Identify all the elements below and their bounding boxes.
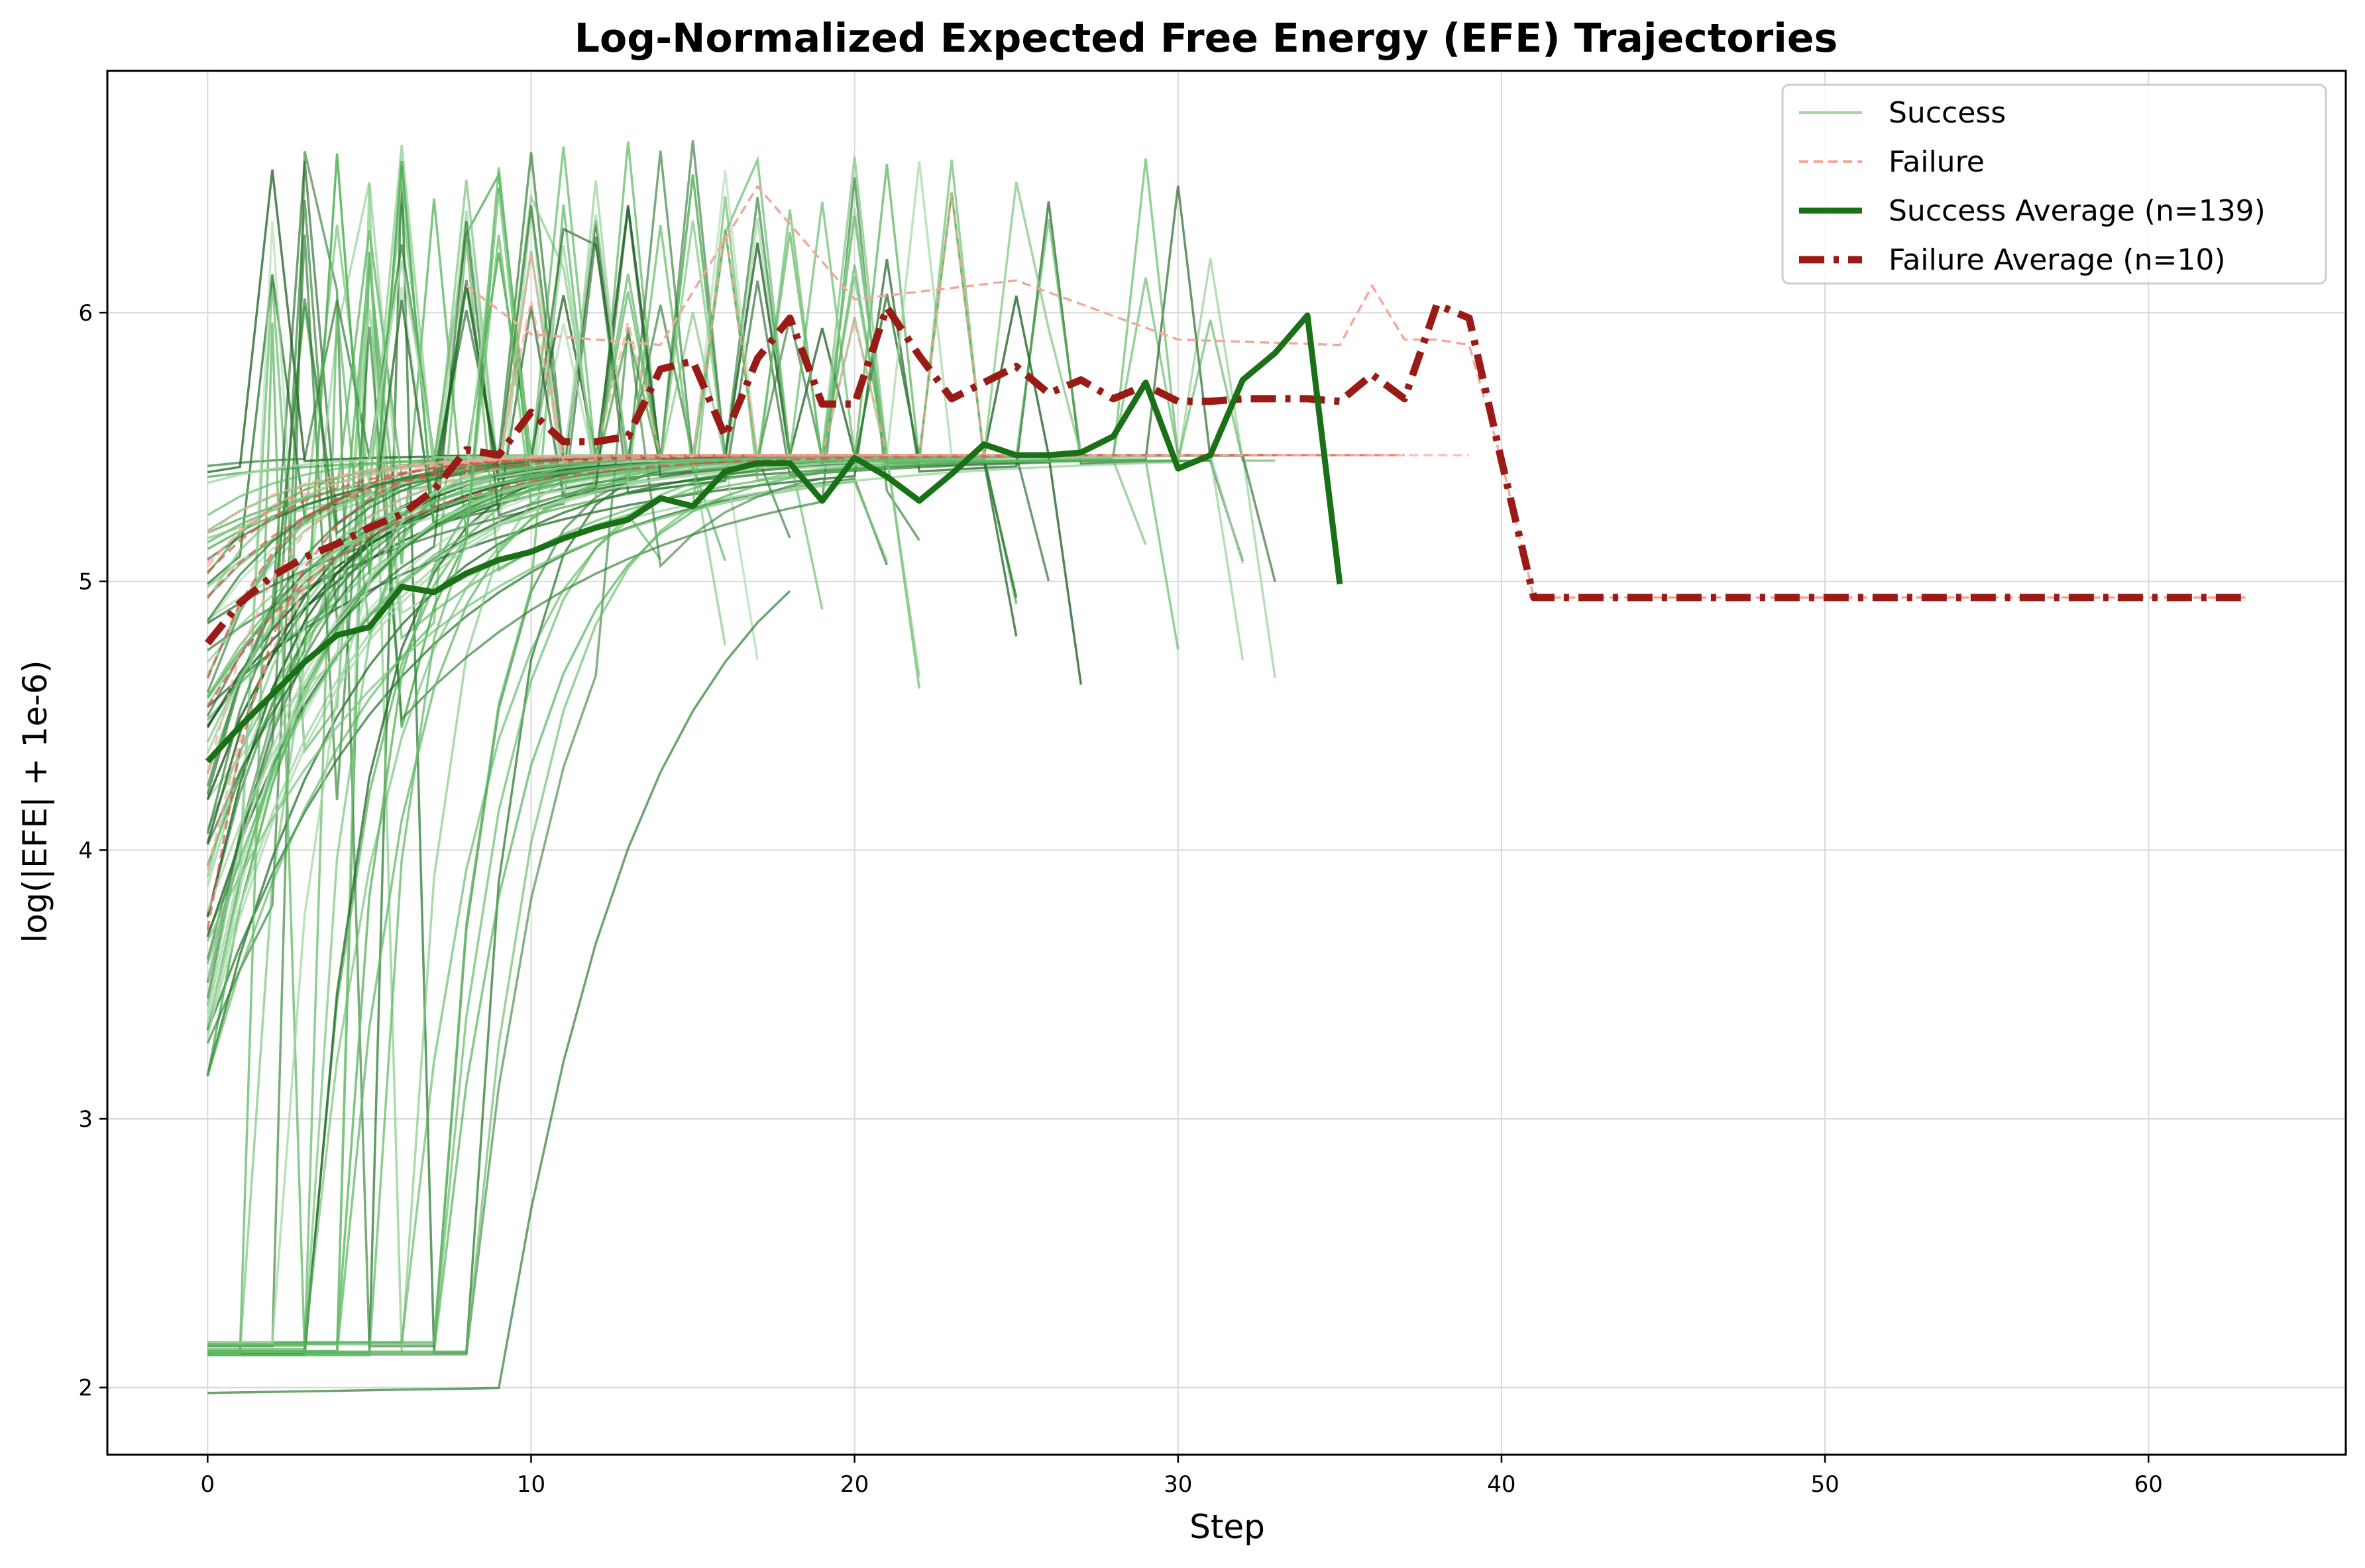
plot-area-frame xyxy=(106,70,2347,1456)
success-trajectory-line xyxy=(207,146,662,1351)
success-average-line xyxy=(205,312,1343,764)
success-trajectory-line xyxy=(206,215,1017,965)
legend-label: Failure xyxy=(1889,145,1985,179)
success-trajectory-line xyxy=(207,209,1276,1344)
legend-box xyxy=(1781,83,2327,285)
legend: Success Failure Success Average (n=139) Fai… xyxy=(1781,83,2327,285)
x-tick-label: 30 xyxy=(1164,1471,1192,1498)
x-axis-label: Step xyxy=(1189,1508,1265,1546)
x-tick-label: 60 xyxy=(2134,1471,2163,1498)
failure-average-line xyxy=(205,301,2246,646)
legend-label: Success Average (n=139) xyxy=(1889,194,2266,228)
y-tick-label: 6 xyxy=(78,300,93,327)
y-tick-label: 4 xyxy=(78,837,93,864)
y-tick-label: 3 xyxy=(78,1106,93,1133)
success-trajectory-line xyxy=(206,480,889,942)
legend-label: Failure Average (n=10) xyxy=(1889,243,2226,277)
success-trajectory-line xyxy=(206,258,1244,800)
success-trajectory-line xyxy=(207,167,1049,1357)
y-tick-label: 2 xyxy=(78,1375,93,1402)
chart-title: Log-Normalized Expected Free Energy (EFE… xyxy=(575,15,1838,62)
y-axis-label: log(|EFE| + 1e-6) xyxy=(16,660,54,943)
y-tick-label: 5 xyxy=(78,569,93,596)
legend-label: Success xyxy=(1889,96,2006,130)
x-tick-label: 10 xyxy=(517,1471,545,1498)
x-tick-label: 0 xyxy=(201,1471,215,1498)
x-tick-label: 50 xyxy=(1810,1471,1839,1498)
x-tick-label: 40 xyxy=(1487,1471,1515,1498)
success-trajectory-line xyxy=(207,590,791,1394)
success-trajectory-line xyxy=(207,159,1017,1353)
x-tick-label: 20 xyxy=(840,1471,869,1498)
